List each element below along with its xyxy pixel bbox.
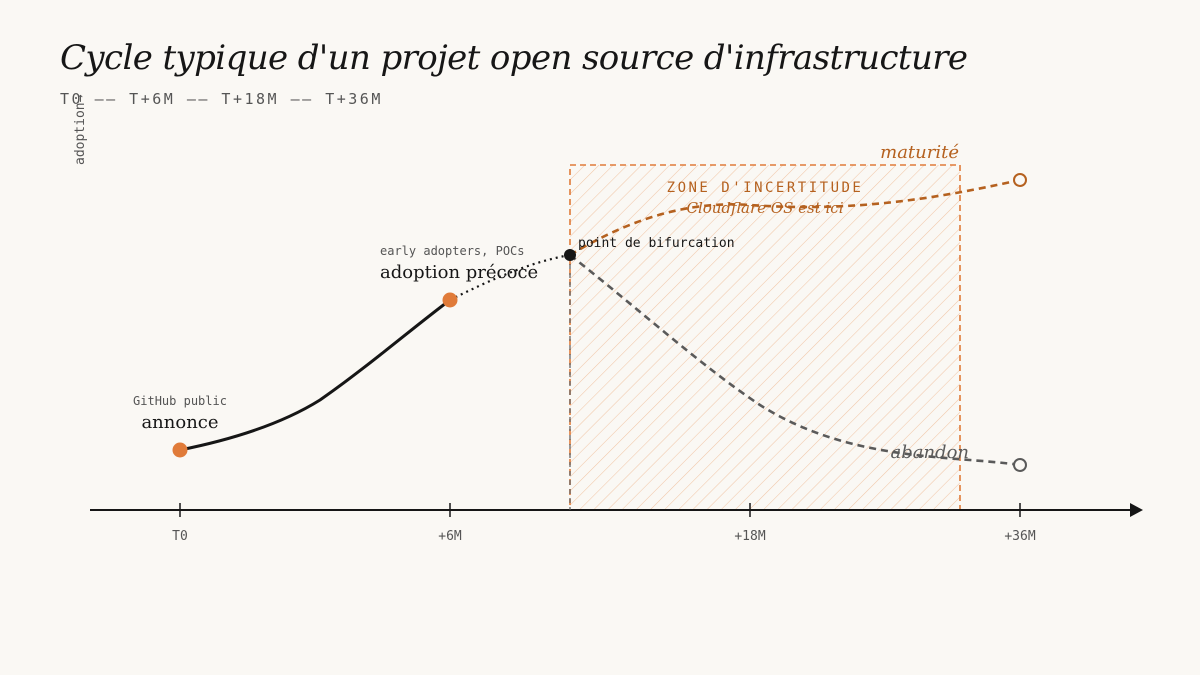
growth-curve (179, 298, 451, 452)
tick-label-36m: +36M (1004, 529, 1035, 544)
tick-label-18m: +18M (734, 529, 765, 544)
early-to-fork-curve (449, 253, 571, 301)
announce-point (172, 442, 188, 458)
fork-label: point de bifurcation (578, 236, 735, 251)
maturity-curve (569, 178, 1021, 257)
abandon-endpoint (1013, 458, 1027, 472)
early-adoption-label: adoption précoce (380, 262, 538, 283)
abandon-label: abandon (890, 442, 969, 463)
early-adoption-sublabel: early adopters, POCs (380, 244, 525, 258)
page-title: Cycle typique d'un projet open source d'… (60, 38, 968, 78)
zone-title: ZONE D'INCERTITUDE (667, 180, 864, 196)
fork-point (564, 249, 576, 261)
maturity-endpoint (1013, 173, 1027, 187)
y-axis-label: adoption→ (73, 94, 88, 165)
zone-note: Cloudflare OS est ici (686, 199, 843, 217)
x-axis-arrow (1130, 503, 1143, 517)
announce-sublabel: GitHub public (133, 394, 227, 408)
maturity-label: maturité (880, 142, 959, 163)
timeline-subtitle: T0 —— T+6M —— T+18M —— T+36M (60, 90, 383, 108)
announce-label: annonce (141, 412, 218, 433)
tick-label-6m: +6M (438, 529, 462, 544)
early-adoption-point (442, 292, 458, 308)
tick-label-t0: T0 (172, 529, 188, 544)
abandon-curve (569, 253, 1021, 467)
